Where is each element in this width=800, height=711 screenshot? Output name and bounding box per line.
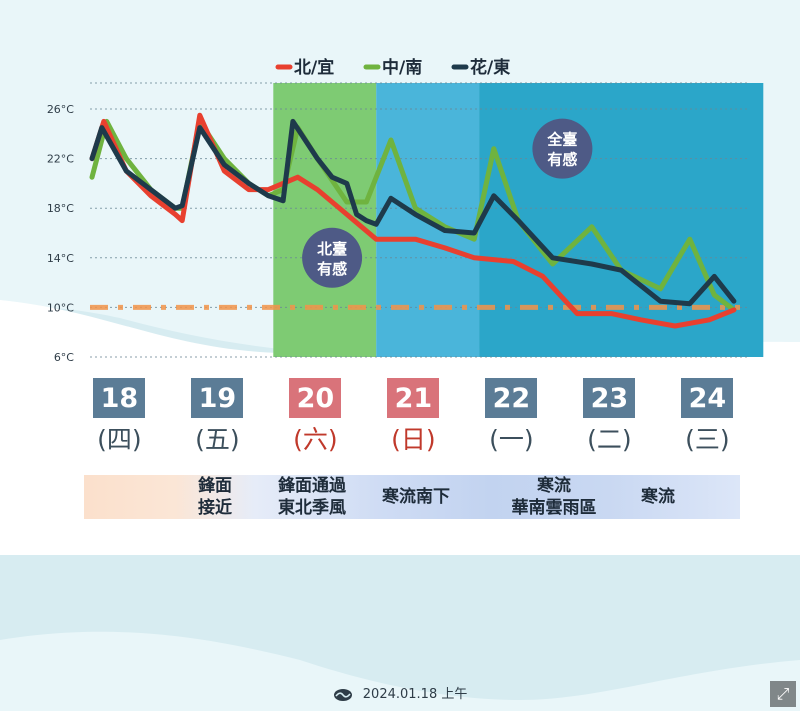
ytick-label-10: 10°C — [47, 301, 74, 314]
event-coldwave-cloud: 寒流 華南雲雨區 — [511, 476, 597, 518]
event-coldwave-south: 寒流南下 — [382, 487, 450, 507]
event-coldwave: 寒流 — [641, 487, 675, 507]
event-front-approach: 鋒面 接近 — [198, 476, 232, 518]
annotation-text-0-1: 有感 — [317, 260, 347, 278]
event-band — [84, 475, 740, 519]
legend-label-2: 花/東 — [470, 57, 510, 78]
annotation-text-1-0: 全臺 — [546, 131, 577, 149]
weekday-label-18: (四) — [97, 425, 142, 454]
annotation-bubble-1 — [532, 118, 593, 179]
series-line-0 — [89, 112, 737, 329]
annotation-text-1-1: 有感 — [547, 151, 577, 169]
annotation-text-0-0: 北臺 — [317, 240, 347, 258]
expand-icon[interactable]: ⤢ — [770, 681, 796, 707]
footer-date: 2024.01.18 上午 — [362, 687, 468, 702]
day-box-19: 19 — [191, 378, 244, 418]
background-wave-bottom — [0, 631, 800, 711]
ytick-label-26: 26°C — [47, 103, 74, 116]
ytick-label-14: 14°C — [47, 252, 74, 265]
weekday-label-23: (二) — [587, 425, 632, 454]
day-box-22: 22 — [485, 378, 538, 418]
ytick-label-18: 18°C — [47, 202, 74, 215]
day-box-18: 18 — [93, 378, 146, 418]
day-box-21: 21 — [387, 378, 440, 418]
annotation-bubble-0 — [302, 227, 363, 288]
weekday-label-20: (六) — [293, 425, 338, 454]
legend-label-0: 北/宜 — [294, 57, 334, 78]
series-line-2 — [89, 118, 737, 307]
day-box-24: 24 — [681, 378, 734, 418]
ytick-label-22: 22°C — [47, 153, 74, 166]
shaded-region-2 — [479, 83, 764, 357]
weekday-label-19: (五) — [195, 425, 240, 454]
weekday-label-22: (一) — [489, 425, 534, 454]
weekday-label-24: (三) — [685, 425, 730, 454]
footer: 2024.01.18 上午 — [0, 683, 800, 702]
event-front-pass: 鋒面通過 東北季風 — [278, 476, 346, 518]
shaded-region-0 — [273, 83, 377, 357]
legend-label-1: 中/南 — [382, 57, 422, 78]
ytick-label-6: 6°C — [54, 351, 74, 364]
day-box-20: 20 — [289, 378, 342, 418]
day-box-23: 23 — [583, 378, 636, 418]
weekday-label-21: (日) — [391, 425, 436, 454]
weather-bureau-logo-icon — [333, 688, 352, 701]
